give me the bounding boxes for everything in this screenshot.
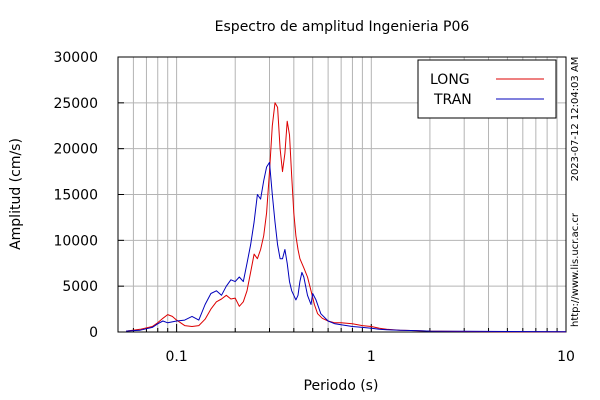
legend-box <box>417 59 557 119</box>
series-line-long <box>126 102 567 333</box>
legend-label-long: LONG <box>430 72 470 88</box>
y-tick-label: 10000 <box>53 233 98 249</box>
series-lines <box>126 102 567 333</box>
x-tick-labels: 0.1 1 10 <box>165 349 574 365</box>
timestamp-label: 2023-07-12 12:04:03 AM <box>570 57 581 182</box>
chart-title: Espectro de amplitud Ingenieria P06 <box>215 19 470 35</box>
y-tick-label: 30000 <box>53 50 98 66</box>
legend-label-tran: TRAN <box>433 92 472 108</box>
gridlines <box>118 57 566 332</box>
x-tick-label: 10 <box>557 349 575 365</box>
y-tick-labels: 0 5000 10000 15000 20000 25000 30000 <box>53 50 98 341</box>
y-axis-label: Amplitud (cm/s) <box>8 138 24 250</box>
y-tick-label: 0 <box>89 325 98 341</box>
x-axis-label: Periodo (s) <box>304 378 379 394</box>
series-line-tran <box>126 161 567 333</box>
y-tick-label: 5000 <box>62 279 98 295</box>
y-tick-label: 20000 <box>53 142 98 158</box>
y-tick-label: 15000 <box>53 188 98 204</box>
source-url-label: http://www.lis.ucr.ac.cr <box>570 212 581 327</box>
y-tick-label: 25000 <box>53 96 98 112</box>
legend: LONG TRAN <box>417 59 557 119</box>
x-tick-label: 0.1 <box>165 349 187 365</box>
x-tick-label: 1 <box>367 349 376 365</box>
